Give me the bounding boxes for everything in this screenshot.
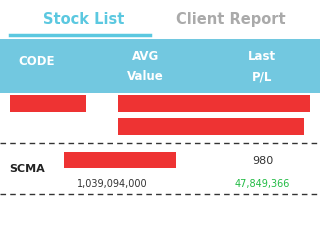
Text: P/L: P/L (252, 70, 273, 83)
FancyBboxPatch shape (118, 95, 310, 112)
Text: AVG: AVG (132, 50, 159, 63)
Text: 47,849,366: 47,849,366 (235, 179, 290, 189)
FancyBboxPatch shape (0, 0, 320, 35)
Text: 980: 980 (252, 156, 273, 166)
FancyBboxPatch shape (10, 95, 86, 112)
Text: Last: Last (248, 50, 276, 63)
Text: CODE: CODE (19, 55, 55, 68)
Text: 1,039,094,000: 1,039,094,000 (77, 179, 147, 189)
Text: Stock List: Stock List (43, 12, 124, 27)
Text: SCMA: SCMA (10, 164, 45, 174)
Text: Client Report: Client Report (176, 12, 285, 27)
FancyBboxPatch shape (0, 143, 320, 194)
FancyBboxPatch shape (64, 152, 176, 168)
FancyBboxPatch shape (0, 93, 320, 141)
FancyBboxPatch shape (118, 118, 304, 135)
FancyBboxPatch shape (0, 39, 320, 93)
Text: Value: Value (127, 70, 164, 83)
